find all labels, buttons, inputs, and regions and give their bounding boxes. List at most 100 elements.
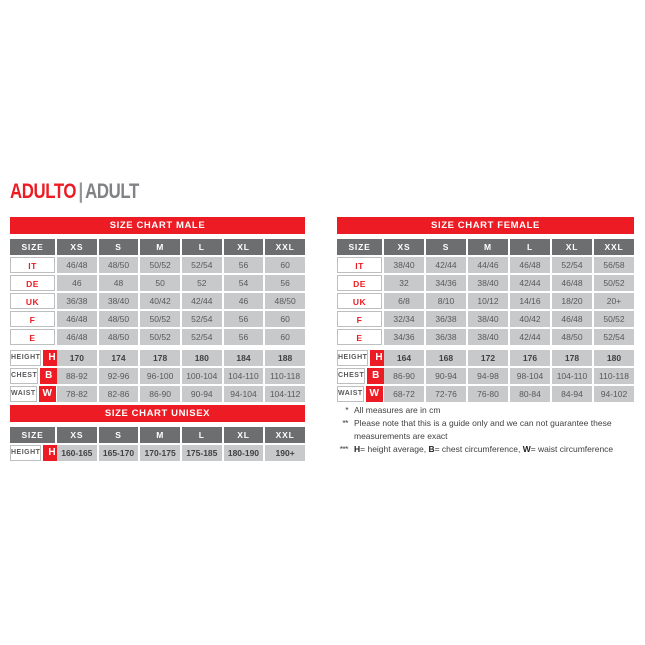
- measure-label: WAIST W: [337, 386, 383, 402]
- table-cell: 48/50: [98, 257, 139, 273]
- measure-cell: 170-175: [140, 445, 180, 461]
- table-cell: 46/48: [57, 311, 97, 327]
- measure-label: CHEST B: [10, 368, 58, 384]
- table-cell: 50/52: [140, 329, 180, 345]
- measure-key-badge-b: B: [40, 368, 58, 384]
- row-label-uk: UK: [337, 293, 382, 309]
- footnotes: * All measures are in cm ** Please note tha…: [334, 404, 639, 456]
- measure-cell: 104-110: [552, 368, 592, 384]
- table-cell: 36/38: [426, 311, 466, 327]
- measure-cell: 176: [510, 350, 550, 366]
- measure-cell: 175-185: [181, 445, 222, 461]
- measure-cell: 180-190: [223, 445, 264, 461]
- column-header-xxl: XXL: [265, 239, 305, 255]
- measure-cell: 94-104: [223, 386, 264, 402]
- column-header-size: SIZE: [337, 239, 382, 255]
- measure-cell: 188: [265, 350, 305, 366]
- table-row: F 32/34 36/38 38/40 40/42 46/48 50/52: [337, 311, 634, 327]
- table-cell: 38/40: [468, 311, 508, 327]
- row-label-de: DE: [10, 275, 55, 291]
- page-title-separator: |: [78, 180, 83, 203]
- table-cell: 10/12: [468, 293, 508, 309]
- footnote: * All measures are in cm: [334, 404, 639, 417]
- column-header-m: M: [140, 427, 180, 443]
- measure-cell: 94-102: [594, 386, 634, 402]
- table-cell: 52/54: [552, 257, 592, 273]
- column-header-xxl: XXL: [594, 239, 634, 255]
- measure-row: CHEST B 86-90 90-94 94-98 98-104 104-110 110-11…: [337, 368, 634, 384]
- row-label-f: F: [10, 311, 55, 327]
- table-cell: 38/40: [384, 257, 424, 273]
- table-cell: 32: [384, 275, 424, 291]
- measure-label: CHEST B: [337, 368, 385, 384]
- column-header-m: M: [468, 239, 508, 255]
- table-cell: 52/54: [181, 311, 222, 327]
- measure-name-waist: WAIST: [10, 386, 37, 402]
- measure-cell: 86-90: [384, 368, 424, 384]
- table-cell: 48/50: [98, 311, 139, 327]
- measure-row: WAIST W 68-72 72-76 76-80 80-84 84-94 94-102: [337, 386, 634, 402]
- measure-cell: 168: [426, 350, 466, 366]
- measure-cell: 104-112: [265, 386, 305, 402]
- table-header-row: SIZE XS S M L XL XXL: [10, 239, 305, 255]
- table-cell: 38/40: [468, 275, 508, 291]
- column-header-xl: XL: [223, 427, 264, 443]
- measure-key-badge-h: H: [370, 350, 388, 366]
- measure-label: HEIGHT H: [10, 445, 61, 461]
- table-cell: 50/52: [594, 275, 634, 291]
- table-header-row: SIZE XS S M L XL XXL: [10, 427, 305, 443]
- table-cell: 36/38: [426, 329, 466, 345]
- table-cell: 52: [181, 275, 222, 291]
- row-label-it: IT: [10, 257, 55, 273]
- table-cell: 48/50: [552, 329, 592, 345]
- column-header-l: L: [181, 427, 222, 443]
- measure-cell: 164: [384, 350, 424, 366]
- table-cell: 60: [265, 311, 305, 327]
- table-row: UK 6/8 8/10 10/12 14/16 18/20 20+: [337, 293, 634, 309]
- measure-cell: 180: [181, 350, 222, 366]
- table-cell: 8/10: [426, 293, 466, 309]
- measure-cell: 90-94: [426, 368, 466, 384]
- column-header-xs: XS: [384, 239, 424, 255]
- table-cell: 32/34: [384, 311, 424, 327]
- table-cell: 56: [223, 329, 264, 345]
- footnote-marker: ***: [339, 444, 349, 454]
- column-header-l: L: [181, 239, 222, 255]
- row-label-de: DE: [337, 275, 382, 291]
- table-cell: 34/36: [384, 329, 424, 345]
- measure-label: HEIGHT H: [10, 350, 61, 366]
- measure-cell: 82-86: [98, 386, 139, 402]
- chart-banner: SIZE CHART FEMALE: [337, 217, 634, 234]
- table-row: IT 46/48 48/50 50/52 52/54 56 60: [10, 257, 305, 273]
- measure-row: HEIGHT H 160-165 165-170 170-175 175-185 180-1…: [10, 445, 305, 461]
- measure-key-badge-w: W: [365, 386, 383, 402]
- footnote-text: Please note that this is a guide only an…: [354, 418, 612, 441]
- measure-cell: 165-170: [98, 445, 139, 461]
- table-cell: 6/8: [384, 293, 424, 309]
- column-header-xl: XL: [223, 239, 264, 255]
- measure-name-chest: CHEST: [10, 368, 39, 384]
- table-row: UK 36/38 38/40 40/42 42/44 46 48/50: [10, 293, 305, 309]
- table-cell: 46/48: [57, 257, 97, 273]
- column-header-xl: XL: [552, 239, 592, 255]
- footnote-marker: **: [342, 418, 348, 428]
- column-header-xxl: XXL: [265, 427, 305, 443]
- table-row: IT 38/40 42/44 44/46 46/48 52/54 56/58: [337, 257, 634, 273]
- table-cell: 46: [57, 275, 97, 291]
- table-cell: 50/52: [140, 257, 180, 273]
- column-header-size: SIZE: [10, 239, 55, 255]
- table-cell: 42/44: [426, 257, 466, 273]
- page-title-secondary: ADULT: [85, 180, 139, 203]
- table-cell: 46/48: [552, 311, 592, 327]
- table-cell: 34/36: [426, 275, 466, 291]
- measure-cell: 178: [140, 350, 180, 366]
- measure-cell: 98-104: [510, 368, 550, 384]
- measure-cell: 84-94: [552, 386, 592, 402]
- measure-cell: 80-84: [510, 386, 550, 402]
- measure-cell: 172: [468, 350, 508, 366]
- measure-cell: 96-100: [140, 368, 180, 384]
- table-cell: 60: [265, 329, 305, 345]
- measure-name-height: HEIGHT: [10, 445, 42, 461]
- measure-cell: 110-118: [265, 368, 305, 384]
- chart-banner: SIZE CHART UNISEX: [10, 405, 305, 422]
